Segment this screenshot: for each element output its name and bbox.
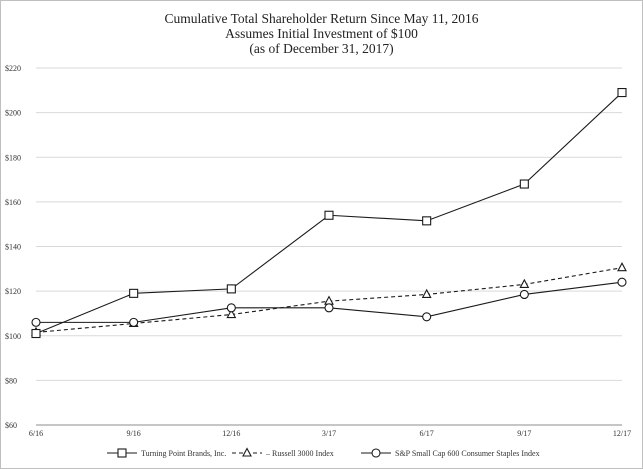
x-tick-label: 6/16: [29, 429, 43, 438]
data-point-turning-point-brands-inc: [422, 216, 432, 226]
y-tick-label: $100: [5, 332, 21, 341]
data-point-russell-3000-index: [226, 308, 237, 319]
data-point-turning-point-brands-inc: [617, 87, 627, 98]
chart-title: Cumulative Total Shareholder Return Sinc…: [164, 11, 479, 26]
legend-marker-turning-point-brands-inc: [117, 448, 127, 458]
y-tick-label: $80: [5, 376, 17, 385]
x-tick-label: 12/16: [222, 429, 240, 438]
y-tick-label: $160: [5, 198, 21, 207]
data-point-turning-point-brands-inc: [31, 328, 41, 339]
data-point-russell-3000-index: [324, 295, 334, 305]
legend-label-s-p-small-cap-600-consumer-staples-index: S&P Small Cap 600 Consumer Staples Index: [395, 449, 540, 458]
data-point-s-p-small-cap-600-consumer-staples-index: [129, 317, 139, 327]
data-point-turning-point-brands-inc: [519, 179, 529, 189]
legend-marker-russell-3000-index: [242, 447, 252, 457]
legend-marker-s-p-small-cap-600-consumer-staples-index: [371, 448, 381, 458]
y-tick-label: $120: [5, 287, 21, 296]
x-tick-label: 9/17: [517, 429, 531, 438]
chart-subtitle-line-2: (as of December 31, 2017): [249, 41, 394, 56]
data-point-s-p-small-cap-600-consumer-staples-index: [519, 289, 529, 300]
data-point-turning-point-brands-inc: [324, 210, 334, 220]
x-tick-label: 12/17: [613, 429, 631, 438]
y-tick-label: $60: [5, 421, 17, 430]
data-point-turning-point-brands-inc: [129, 288, 139, 298]
legend-label-turning-point-brands-inc: Turning Point Brands, Inc.: [141, 449, 226, 458]
y-tick-label: $140: [5, 243, 21, 252]
y-tick-label: $200: [5, 109, 21, 118]
data-point-turning-point-brands-inc: [226, 284, 236, 294]
y-tick-label: $220: [5, 64, 21, 73]
x-tick-label: 3/17: [322, 429, 336, 438]
data-point-russell-3000-index: [519, 278, 530, 288]
data-point-s-p-small-cap-600-consumer-staples-index: [31, 317, 41, 327]
y-tick-label: $180: [5, 153, 21, 162]
legend-label-russell-3000-index: – Russell 3000 Index: [265, 449, 334, 458]
data-point-russell-3000-index: [421, 288, 432, 299]
data-point-s-p-small-cap-600-consumer-staples-index: [226, 303, 236, 313]
data-point-s-p-small-cap-600-consumer-staples-index: [324, 303, 334, 313]
data-point-russell-3000-index: [617, 262, 627, 272]
x-tick-label: 6/17: [420, 429, 434, 438]
data-point-s-p-small-cap-600-consumer-staples-index: [617, 277, 627, 287]
data-point-s-p-small-cap-600-consumer-staples-index: [422, 312, 432, 322]
chart-subtitle-line-1: Assumes Initial Investment of $100: [225, 26, 418, 41]
x-tick-label: 9/16: [127, 429, 141, 438]
